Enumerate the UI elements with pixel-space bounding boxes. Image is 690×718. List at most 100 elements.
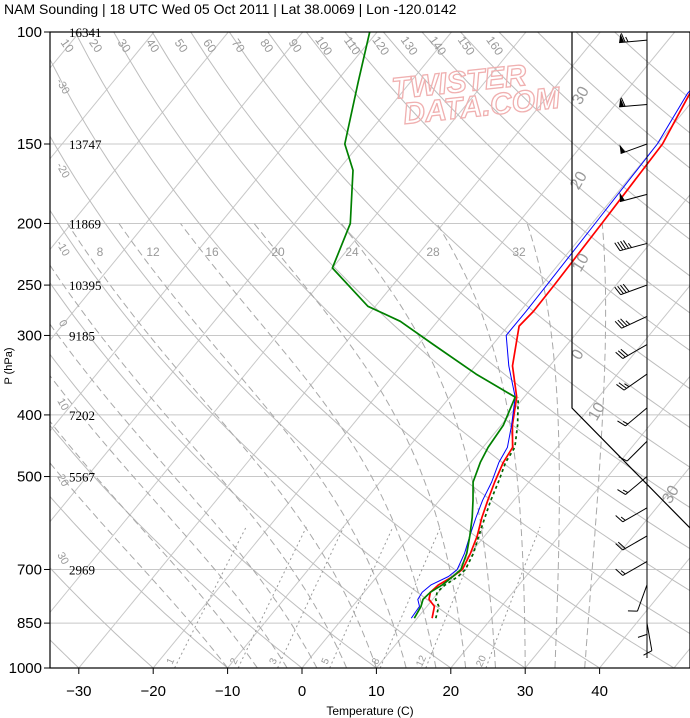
- dry-adiabat: [228, 32, 690, 468]
- wind-barb-half-feather: [622, 489, 629, 494]
- saturated-adiabat: [50, 462, 228, 668]
- mixing-ratio-bottom-label: 1: [165, 656, 178, 666]
- wind-barb: [636, 584, 648, 612]
- mixing-ratio-label: 12: [146, 245, 160, 259]
- watermark-layer: TWISTERDATA.COM: [390, 56, 564, 132]
- dry-adiabat-label: 80: [257, 36, 276, 55]
- dry-adiabat: [614, 32, 690, 100]
- y-tick-label: 250: [17, 277, 42, 294]
- watermark-text: TWISTERDATA.COM: [390, 56, 562, 132]
- y-tick-label: 100: [17, 24, 42, 41]
- wind-barb-half-feather: [620, 570, 626, 575]
- dry-adiabat: [344, 32, 690, 352]
- saturated-adiabat: [180, 223, 437, 668]
- mixing-ratio-line: [174, 526, 247, 668]
- wind-barb: [621, 315, 648, 329]
- wind-barb: [626, 440, 648, 462]
- wind-barb-half-feather: [625, 36, 629, 43]
- wind-barb-feather: [623, 240, 630, 249]
- isotherm-line: [301, 194, 690, 668]
- wind-barb-feather: [620, 240, 627, 250]
- wind-barb-feather: [617, 420, 626, 427]
- wind-barb: [622, 561, 648, 576]
- mixing-ratio-label: 20: [271, 245, 285, 259]
- plot-frame: [49, 31, 690, 669]
- wind-barb-feather: [618, 382, 627, 389]
- x-tick-label: 30: [517, 683, 534, 700]
- dry-adiabat-label: 130: [398, 33, 421, 58]
- saturated-adiabat-label-left: 10: [54, 396, 71, 413]
- wind-barb: [622, 507, 648, 523]
- wind-barb-half-feather: [622, 421, 629, 425]
- dry-adiabat: [50, 353, 377, 668]
- saturated-adiabat-label-left: 20: [54, 472, 71, 489]
- dry-adiabat-label: 160: [483, 33, 506, 58]
- height-label: 9185: [69, 328, 95, 343]
- isotherm-line: [450, 375, 690, 668]
- saturated-adiabat: [253, 223, 467, 668]
- chart-grid: [50, 32, 690, 668]
- saturated-adiabat-label-left: 0: [56, 318, 69, 329]
- mixing-ratio-line: [485, 526, 541, 668]
- dry-adiabat-label: 150: [455, 33, 478, 58]
- dry-adiabat: [50, 567, 154, 668]
- height-label: 10395: [69, 278, 102, 293]
- y-axis-label: P (hPa): [3, 347, 15, 384]
- wind-barb: [622, 535, 648, 551]
- isotherm-line: [50, 32, 452, 523]
- mixing-ratio-bottom-label: 8: [370, 656, 383, 666]
- wind-barb-feather: [617, 285, 624, 294]
- wind-barb-flag: [619, 144, 626, 154]
- wind-barb-flag: [619, 33, 625, 43]
- wind-barb: [619, 193, 648, 203]
- x-tick-label: 10: [368, 683, 385, 700]
- saturated-adiabat-label-right: 10: [569, 251, 593, 275]
- height-label: 11869: [69, 216, 101, 231]
- saturated-adiabat: [50, 374, 288, 668]
- saturated-adiabat: [66, 223, 377, 668]
- profile-line-1: [410, 89, 690, 619]
- profile-line-3: [331, 32, 517, 619]
- wind-barb: [646, 623, 653, 651]
- barb-panel-border: [571, 32, 690, 529]
- mixing-ratio-bottom-label: 3: [268, 656, 281, 666]
- y-tick-label: 400: [17, 407, 42, 424]
- isotherm-line: [524, 466, 690, 668]
- wind-barb-half-feather: [625, 320, 631, 325]
- wind-barb-half-feather: [624, 383, 630, 388]
- wind-barb-half-feather: [627, 242, 632, 248]
- y-tick-label: 1000: [9, 660, 42, 677]
- dry-adiabat: [305, 32, 690, 390]
- mixing-ratio-bottom-label: 20: [474, 654, 489, 669]
- dry-adiabat-label: 50: [172, 36, 191, 55]
- dry-adiabat: [267, 32, 690, 429]
- height-label: 13747: [69, 137, 102, 152]
- saturated-adiabat: [118, 223, 407, 668]
- mixing-ratio-line: [379, 526, 442, 668]
- saturated-adiabat-label-right: 10: [585, 400, 609, 424]
- isotherm-line: [50, 32, 229, 251]
- saturated-adiabat-label-right: 30: [569, 84, 593, 108]
- wind-barb: [625, 407, 648, 427]
- isotherm-line: [78, 32, 601, 668]
- dry-adiabat: [50, 282, 452, 668]
- wind-barb: [619, 39, 648, 44]
- wind-barb: [620, 143, 648, 155]
- x-tick-label: −10: [215, 683, 240, 700]
- wind-barb: [620, 284, 648, 296]
- height-label: 2969: [69, 562, 95, 577]
- wind-barb-flag: [619, 192, 625, 202]
- dry-adiabat-label: 140: [426, 33, 449, 58]
- isotherm-line: [50, 32, 527, 614]
- y-tick-label: 500: [17, 469, 42, 486]
- wind-barb-feather: [620, 33, 626, 43]
- y-tick-label: 700: [17, 561, 42, 578]
- dry-adiabat: [113, 32, 690, 592]
- wind-barb: [625, 476, 648, 495]
- wind-barb-feather: [614, 320, 622, 329]
- saturated-adiabat-label-right: 30: [659, 483, 683, 507]
- wind-barb-feather: [614, 242, 621, 251]
- isotherm-line: [50, 32, 304, 341]
- mixing-ratio-bottom-label: 2: [228, 656, 241, 666]
- height-label: 16341: [69, 25, 102, 40]
